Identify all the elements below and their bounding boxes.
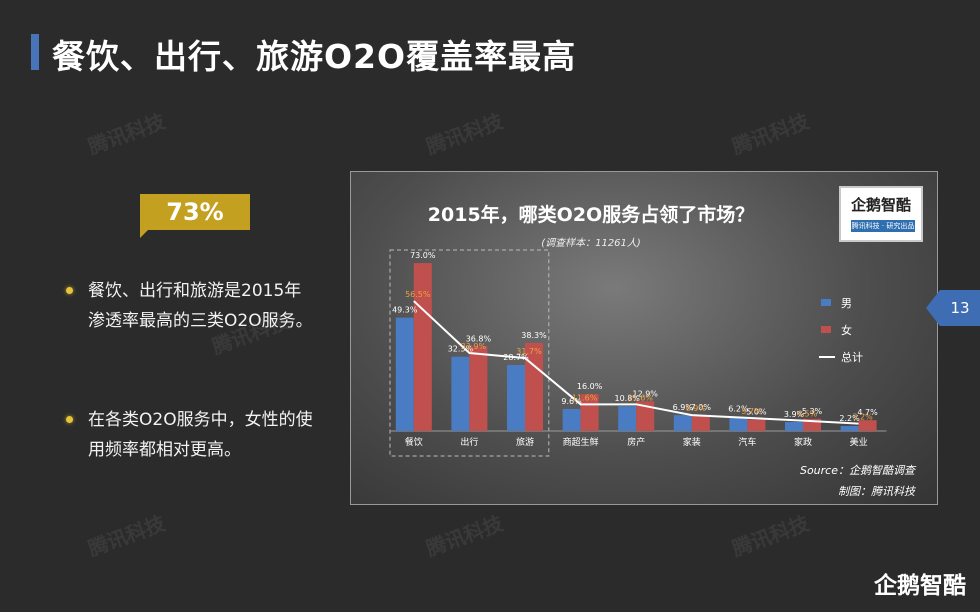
- data-label-male: 10.8%: [614, 394, 640, 403]
- chart-source: Source：企鹅智酷调查: [799, 464, 915, 477]
- data-label-female: 16.0%: [577, 382, 603, 391]
- legend-swatch: [821, 299, 831, 306]
- bullet-item: 餐饮、出行和旅游是2015年渗透率最高的三类O2O服务。: [66, 276, 316, 336]
- bar-male: [785, 422, 803, 431]
- chart-subtitle: (调查样本：11261人): [541, 238, 641, 249]
- category-label: 汽车: [738, 436, 756, 448]
- bullet-text: 在各类O2O服务中，女性的使用频率都相对更高。: [88, 410, 313, 460]
- data-label-total: 3.2%: [852, 413, 873, 422]
- bar-male: [507, 364, 525, 431]
- data-label-female: 36.8%: [466, 334, 492, 343]
- data-label-male: 9.6%: [561, 397, 582, 406]
- data-label-female: 73.0%: [410, 251, 436, 260]
- category-label: 家政: [794, 436, 812, 448]
- data-label-total: 11.6%: [572, 393, 598, 402]
- data-label-male: 32.3%: [448, 345, 474, 354]
- data-label-female: 7.0%: [691, 403, 712, 412]
- watermark: 腾讯科技: [728, 108, 813, 159]
- category-label: 旅游: [516, 436, 534, 448]
- data-label-total: 33.9%: [461, 342, 487, 351]
- data-label-male: 3.9%: [784, 410, 805, 419]
- chart-logo: 企鹅智酷 腾讯科技 · 研究出品: [839, 186, 923, 242]
- slide-title: 餐饮、出行、旅游O2O覆盖率最高: [52, 37, 577, 76]
- data-label-total: 4.5%: [797, 410, 818, 419]
- bar-line-chart: 49.3%73.0%餐饮32.3%36.8%出行28.7%38.3%旅游9.6%…: [389, 249, 887, 457]
- callout-tail: [140, 228, 150, 238]
- category-label: 美业: [850, 436, 868, 448]
- bar-male: [451, 356, 470, 431]
- bullet-text: 餐饮、出行和旅游是2015年渗透率最高的三类O2O服务。: [88, 281, 313, 331]
- chart-logo-sub: 腾讯科技 · 研究出品: [851, 220, 915, 232]
- watermark: 腾讯科技: [422, 108, 507, 159]
- data-label-male: 6.9%: [673, 403, 694, 412]
- bar-female: [691, 414, 710, 431]
- bar-male: [562, 408, 581, 431]
- bar-male: [395, 317, 414, 431]
- bar-male: [673, 415, 692, 431]
- data-label-female: 12.9%: [632, 389, 658, 398]
- title-accent-bar: [31, 34, 39, 70]
- data-label-female: 38.3%: [521, 331, 547, 340]
- bar-female: [747, 419, 766, 431]
- highlight-box: [389, 249, 550, 457]
- data-label-female: 5.0%: [746, 408, 767, 417]
- legend-swatch: [821, 326, 831, 333]
- data-label-total: 56.5%: [405, 290, 431, 299]
- data-label-total: 31.7%: [516, 347, 542, 356]
- bar-female: [413, 263, 432, 431]
- chart-credit: 制图：腾讯科技: [838, 485, 915, 498]
- bullet-dot-icon: [66, 416, 73, 423]
- bullet-dot-icon: [66, 287, 73, 294]
- watermark: 腾讯科技: [84, 510, 169, 561]
- bar-female: [525, 342, 543, 431]
- data-label-total: 5.7%: [741, 407, 762, 416]
- chart-title: 2015年，哪类O2O服务占领了市场？: [427, 204, 755, 226]
- watermark: 腾讯科技: [422, 510, 507, 561]
- line-total: [413, 300, 859, 425]
- chart-logo-name: 企鹅智酷: [850, 196, 911, 214]
- data-label-total: 11.6%: [627, 393, 653, 402]
- watermark: 腾讯科技: [84, 108, 169, 159]
- highlight-callout: 73%: [140, 194, 250, 230]
- bar-female: [469, 346, 488, 431]
- category-label: 出行: [460, 436, 478, 448]
- bar-male: [618, 406, 637, 431]
- category-label: 商超生鲜: [563, 436, 599, 448]
- legend-label: 女: [841, 323, 852, 337]
- bar-male: [840, 425, 859, 431]
- brand-logo: 企鹅智酷: [874, 573, 966, 599]
- category-label: 房产: [627, 436, 645, 448]
- data-label-male: 6.2%: [728, 405, 749, 414]
- data-label-female: 5.3%: [802, 407, 823, 416]
- data-label-female: 4.7%: [857, 408, 878, 417]
- bullet-item: 在各类O2O服务中，女性的使用频率都相对更高。: [66, 405, 316, 465]
- bar-female: [636, 401, 655, 431]
- data-label-male: 2.2%: [839, 414, 860, 423]
- page-tab-arrow: [926, 290, 940, 326]
- page-number: 13: [940, 290, 980, 326]
- bar-female: [858, 420, 877, 431]
- category-label: 餐饮: [405, 436, 423, 448]
- data-label-total: 6.9%: [686, 404, 707, 413]
- chart-panel: 49.3% 73.0% 餐饮 32.3% 36.8% 出行 28.7% 38.3% 旅游 9.6%…: [350, 171, 938, 505]
- legend-label: 总计: [841, 350, 863, 364]
- watermark: 腾讯科技: [728, 510, 813, 561]
- bar-male: [729, 416, 748, 431]
- data-label-male: 49.3%: [392, 306, 418, 315]
- category-label: 家装: [683, 436, 701, 448]
- legend-label: 男: [841, 297, 852, 310]
